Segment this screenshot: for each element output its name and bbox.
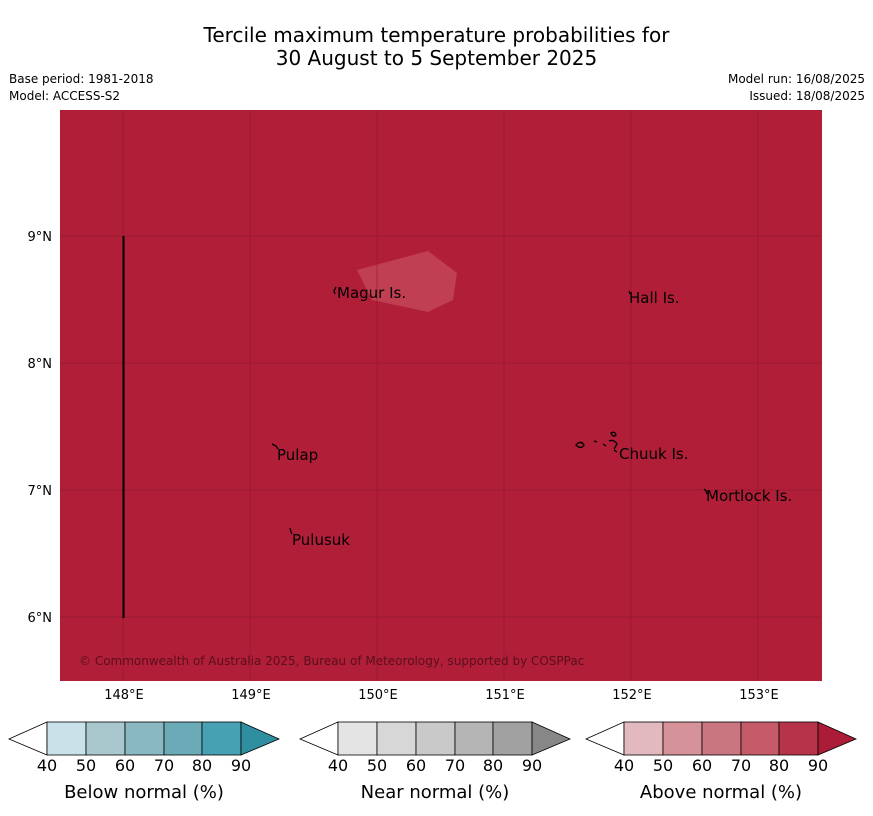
legend-near-normal-high-arrow	[531, 721, 572, 756]
lat-tick-9n: 9°N	[28, 230, 53, 245]
chuuk-lagoon-outline	[575, 431, 618, 453]
model-label: Model: ACCESS-S2	[9, 89, 121, 103]
issued-label: Issued: 18/08/2025	[749, 89, 865, 103]
legend-above-normal-swatch-80-90	[778, 721, 819, 756]
lon-tick-150e: 150°E	[358, 688, 398, 703]
legend-above-normal-tick-50: 50	[653, 756, 673, 775]
place-label-pulap: Pulap	[277, 446, 318, 464]
legend-above-normal-swatch-50-60	[662, 721, 703, 756]
legend-near-normal-tick-60: 60	[406, 756, 426, 775]
legend-below-normal-tick-90: 90	[231, 756, 251, 775]
base-period-label: Base period: 1981-2018	[9, 72, 154, 86]
legend-above-normal-swatch-70-80	[740, 721, 780, 756]
map-title-line-1: Tercile maximum temperature probabilitie…	[203, 23, 670, 47]
legend-near-normal-tick-70: 70	[445, 756, 465, 775]
legend-above-normal-high-arrow	[817, 721, 858, 756]
lon-tick-148e: 148°E	[104, 688, 144, 703]
legend-below-normal-swatch-60-70	[124, 721, 165, 756]
model-run-label: Model run: 16/08/2025	[727, 72, 865, 86]
legend-below-normal-swatch-40-50	[46, 721, 87, 756]
legend-above-normal-low-arrow	[584, 721, 625, 756]
legend-near-normal-tick-80: 80	[483, 756, 503, 775]
legend-below-normal-swatch-80-90	[201, 721, 242, 756]
legend-near-normal-label: Near normal (%)	[361, 782, 510, 803]
place-label-mortlock: Mortlock Is.	[706, 487, 792, 505]
legend-below-normal-swatch-50-60	[85, 721, 126, 756]
legend-above-normal-tick-90: 90	[808, 756, 828, 775]
legend-above-normal-label: Above normal (%)	[640, 782, 802, 803]
lat-tick-7n: 7°N	[28, 484, 53, 499]
place-label-magur: Magur Is.	[337, 284, 406, 302]
legend-below-normal-low-arrow	[7, 721, 48, 756]
legend-near-normal: 40 50 60 70 80 90 Near normal (%)	[298, 721, 572, 803]
legend-near-normal-tick-90: 90	[522, 756, 542, 775]
pulusuk-island-outline	[289, 527, 293, 535]
place-label-pulusuk: Pulusuk	[292, 531, 350, 549]
map-title-line-2: 30 August to 5 September 2025	[275, 46, 598, 70]
legend-below-normal-swatch-70-80	[163, 721, 203, 756]
legend-above-normal-tick-40: 40	[614, 756, 634, 775]
legend-near-normal-swatch-70-80	[454, 721, 494, 756]
legend-near-normal-tick-40: 40	[328, 756, 348, 775]
place-label-hall: Hall Is.	[629, 289, 680, 307]
legend-above-normal-tick-70: 70	[731, 756, 751, 775]
legend-below-normal-tick-50: 50	[76, 756, 96, 775]
legend-above-normal-tick-80: 80	[769, 756, 789, 775]
mortlock-island-outline	[703, 488, 708, 495]
legend-below-normal-tick-80: 80	[192, 756, 212, 775]
place-label-chuuk: Chuuk Is.	[619, 445, 688, 463]
legend-below-normal-label: Below normal (%)	[64, 782, 224, 803]
copyright-notice: © Commonwealth of Australia 2025, Bureau…	[79, 654, 584, 668]
lighter-probability-patch	[357, 251, 457, 312]
lon-tick-153e: 153°E	[739, 688, 779, 703]
legend-below-normal-high-arrow	[240, 721, 281, 756]
map-panel: Magur Is. Hall Is. Pulap Chuuk Is. Mortl…	[60, 110, 822, 681]
legend-near-normal-swatch-60-70	[415, 721, 456, 756]
lat-tick-6n: 6°N	[28, 611, 53, 626]
legend-near-normal-swatch-80-90	[492, 721, 533, 756]
legend-near-normal-tick-50: 50	[367, 756, 387, 775]
legend-below-normal: 40 50 60 70 80 90 Below normal (%)	[7, 721, 281, 803]
legend-near-normal-swatch-50-60	[376, 721, 417, 756]
legend-below-normal-tick-70: 70	[154, 756, 174, 775]
legend-below-normal-tick-60: 60	[115, 756, 135, 775]
pulap-island-outline	[271, 443, 279, 450]
legend-above-normal-swatch-60-70	[701, 721, 742, 756]
probability-fill	[60, 110, 822, 681]
lon-tick-149e: 149°E	[231, 688, 271, 703]
island-outlines	[271, 286, 708, 535]
lon-tick-151e: 151°E	[485, 688, 525, 703]
hall-island-outline	[628, 290, 631, 295]
legend-near-normal-swatch-40-50	[337, 721, 378, 756]
lon-tick-152e: 152°E	[612, 688, 652, 703]
legend-above-normal-tick-60: 60	[692, 756, 712, 775]
lat-tick-8n: 8°N	[28, 357, 53, 372]
legend-above-normal-swatch-40-50	[623, 721, 664, 756]
magur-island-outline	[333, 286, 337, 295]
legend-above-normal: 40 50 60 70 80 90 Above normal (%)	[584, 721, 858, 803]
legend-near-normal-low-arrow	[298, 721, 339, 756]
legend-below-normal-tick-40: 40	[37, 756, 57, 775]
